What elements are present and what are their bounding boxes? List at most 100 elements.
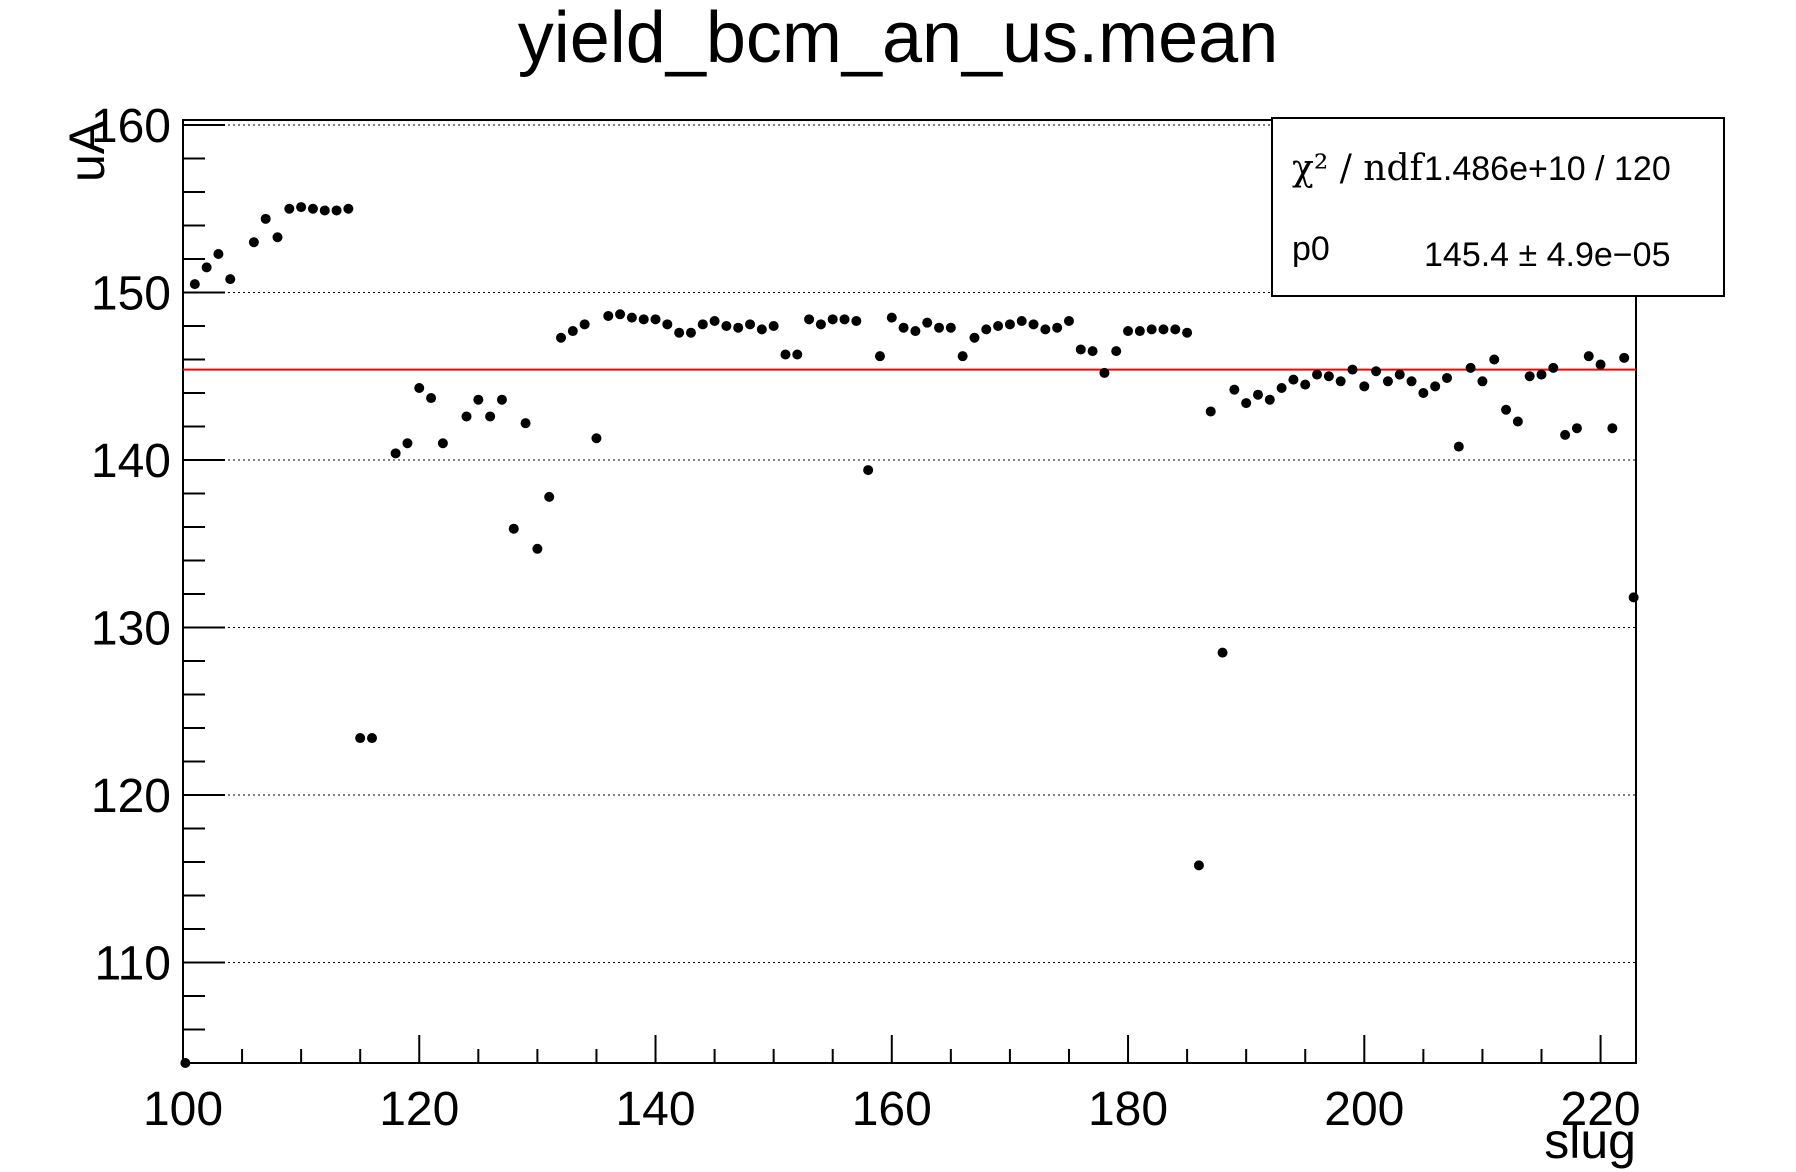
chi2-label: χ² / ndf bbox=[1292, 148, 1425, 189]
data-point-23 bbox=[485, 411, 496, 422]
data-point-101 bbox=[1406, 376, 1417, 387]
data-point-93 bbox=[1312, 369, 1323, 380]
y-tick-label-3: 140 bbox=[91, 435, 171, 488]
data-point-87 bbox=[1241, 398, 1252, 409]
data-point-21 bbox=[461, 411, 472, 422]
stats-box-frame bbox=[1271, 117, 1725, 297]
data-point-83 bbox=[1193, 860, 1204, 871]
data-point-81 bbox=[1170, 324, 1181, 335]
data-point-5 bbox=[248, 237, 259, 248]
data-point-27 bbox=[532, 543, 543, 554]
data-point-28 bbox=[544, 491, 555, 502]
data-point-63 bbox=[957, 351, 968, 362]
data-point-2 bbox=[201, 262, 212, 273]
data-point-120 bbox=[1628, 592, 1639, 603]
data-point-89 bbox=[1264, 394, 1275, 405]
data-point-60 bbox=[922, 317, 933, 328]
y-tick-label-5: 160 bbox=[91, 100, 171, 153]
x-tick-label-5: 200 bbox=[1324, 1083, 1404, 1136]
data-point-84 bbox=[1205, 406, 1216, 417]
data-point-46 bbox=[756, 324, 767, 335]
data-point-48 bbox=[780, 349, 791, 360]
x-tick-label-2: 140 bbox=[615, 1083, 695, 1136]
data-point-34 bbox=[615, 309, 626, 320]
data-point-15 bbox=[367, 733, 378, 744]
data-point-95 bbox=[1335, 376, 1346, 387]
data-point-32 bbox=[591, 433, 602, 444]
data-point-77 bbox=[1123, 326, 1134, 337]
data-point-78 bbox=[1134, 326, 1145, 337]
x-tick-label-1: 120 bbox=[379, 1083, 459, 1136]
data-point-82 bbox=[1182, 327, 1193, 338]
x-axis-title: slug bbox=[1544, 1113, 1636, 1169]
data-point-80 bbox=[1158, 324, 1169, 335]
data-point-56 bbox=[874, 351, 885, 362]
data-point-118 bbox=[1607, 423, 1618, 434]
y-tick-label-0: 110 bbox=[94, 938, 171, 991]
data-point-16 bbox=[390, 448, 401, 459]
data-point-111 bbox=[1524, 371, 1535, 382]
data-point-52 bbox=[827, 314, 838, 325]
data-point-76 bbox=[1111, 346, 1122, 357]
data-point-14 bbox=[355, 733, 366, 744]
data-point-97 bbox=[1359, 381, 1370, 392]
data-point-59 bbox=[910, 326, 921, 337]
data-point-91 bbox=[1288, 374, 1299, 385]
data-point-55 bbox=[863, 465, 874, 476]
data-point-114 bbox=[1560, 429, 1571, 440]
data-point-116 bbox=[1583, 351, 1594, 362]
chart-title: yield_bcm_an_us.mean bbox=[518, 0, 1278, 78]
data-point-43 bbox=[721, 321, 732, 332]
x-tick-label-4: 180 bbox=[1088, 1083, 1168, 1136]
data-point-75 bbox=[1099, 367, 1110, 378]
data-point-45 bbox=[745, 319, 756, 330]
data-point-105 bbox=[1453, 441, 1464, 452]
data-point-68 bbox=[1016, 315, 1027, 326]
data-point-37 bbox=[650, 314, 661, 325]
data-point-25 bbox=[508, 523, 519, 534]
x-tick-label-3: 160 bbox=[852, 1083, 932, 1136]
y-axis-title: uA bbox=[59, 120, 115, 182]
data-point-94 bbox=[1323, 371, 1334, 382]
y-tick-label-1: 120 bbox=[91, 770, 171, 823]
data-point-3 bbox=[213, 248, 224, 259]
data-point-53 bbox=[839, 314, 850, 325]
data-point-103 bbox=[1430, 381, 1441, 392]
data-point-33 bbox=[603, 310, 614, 321]
data-point-65 bbox=[981, 324, 992, 335]
data-point-90 bbox=[1276, 382, 1287, 393]
data-point-18 bbox=[414, 382, 425, 393]
data-point-79 bbox=[1146, 324, 1157, 335]
data-point-70 bbox=[1040, 324, 1051, 335]
p0-label: p0 bbox=[1292, 230, 1330, 268]
data-point-69 bbox=[1028, 319, 1039, 330]
data-point-47 bbox=[768, 321, 779, 332]
data-point-115 bbox=[1571, 423, 1582, 434]
data-points bbox=[180, 202, 1639, 1068]
data-point-57 bbox=[886, 312, 897, 323]
data-point-104 bbox=[1441, 372, 1452, 383]
data-point-12 bbox=[331, 205, 342, 216]
x-tick-label-6: 220 bbox=[1561, 1083, 1641, 1136]
data-point-20 bbox=[437, 438, 448, 449]
data-point-96 bbox=[1347, 364, 1358, 375]
data-point-39 bbox=[674, 327, 685, 338]
data-point-73 bbox=[1075, 344, 1086, 355]
data-point-51 bbox=[815, 319, 826, 330]
data-point-113 bbox=[1548, 362, 1559, 373]
data-point-38 bbox=[662, 319, 673, 330]
data-point-66 bbox=[993, 321, 1004, 332]
data-point-108 bbox=[1489, 354, 1500, 365]
axis-ticks bbox=[182, 124, 1602, 1063]
data-point-6 bbox=[260, 213, 271, 224]
data-point-49 bbox=[792, 349, 803, 360]
data-point-92 bbox=[1300, 379, 1311, 390]
data-point-35 bbox=[626, 312, 637, 323]
data-point-41 bbox=[697, 319, 708, 330]
data-point-85 bbox=[1217, 647, 1228, 658]
data-point-22 bbox=[473, 394, 484, 405]
data-point-29 bbox=[556, 332, 567, 343]
data-point-58 bbox=[898, 322, 909, 333]
data-point-62 bbox=[945, 322, 956, 333]
